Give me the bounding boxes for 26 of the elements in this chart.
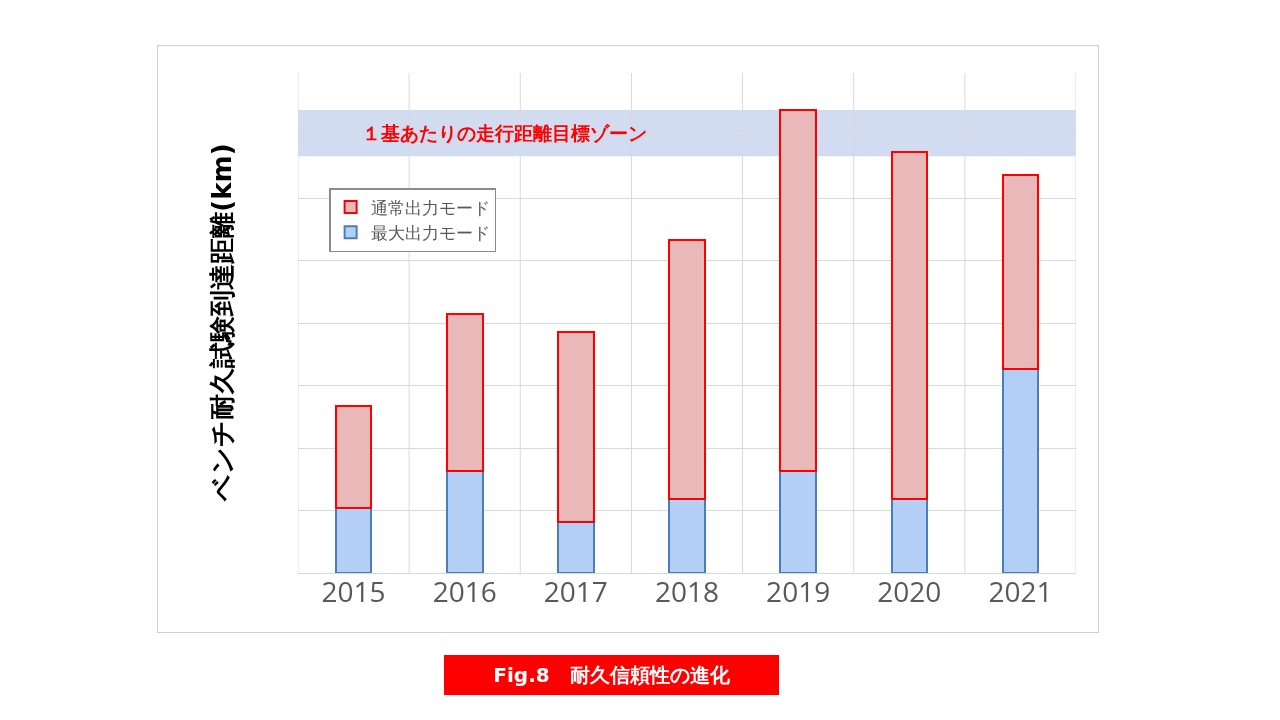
x-tick-label: 2019 (766, 572, 831, 610)
bar (890, 497, 929, 573)
bar (445, 312, 484, 473)
bar (334, 507, 373, 573)
bar (668, 497, 706, 573)
bar (557, 331, 595, 524)
band-label: １基あたりの走行距離目標ゾーン (362, 122, 647, 144)
x-tick-label: 2018 (654, 572, 720, 610)
bar (779, 109, 817, 473)
x-tick-label: 2020 (877, 572, 942, 610)
bar (779, 470, 817, 573)
bar (445, 470, 484, 573)
x-tick-label: 2021 (988, 572, 1053, 610)
legend-label: 通常出力モード (370, 195, 490, 219)
legend-label: 最大出力モード (370, 220, 490, 244)
x-tick-label: 2017 (543, 572, 608, 610)
bar (668, 238, 706, 500)
y-axis-title: ベンチ耐久試験到達距離(km) (206, 143, 237, 502)
text: Fig.8 耐久信頼性の進化 (444, 655, 779, 695)
bar (334, 405, 373, 510)
x-tick-label: 2015 (321, 572, 386, 610)
bar (890, 150, 929, 500)
bar (1001, 368, 1040, 573)
bar (1001, 173, 1040, 371)
bar (557, 521, 595, 573)
x-tick-label: 2016 (432, 572, 497, 610)
